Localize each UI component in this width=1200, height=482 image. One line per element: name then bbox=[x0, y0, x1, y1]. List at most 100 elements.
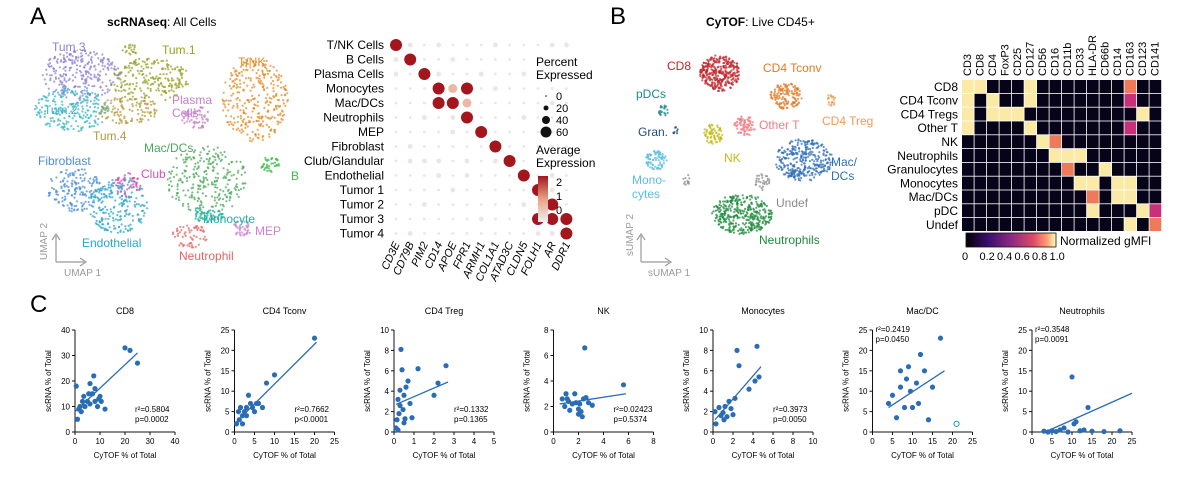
dotplot-dot bbox=[479, 232, 483, 235]
scatter-point bbox=[245, 392, 252, 398]
scatter-point bbox=[87, 380, 93, 387]
dotplot-dot bbox=[451, 174, 455, 177]
dotplot-dot bbox=[508, 101, 511, 105]
scatter-point bbox=[572, 391, 578, 397]
percent-legend-value: 40 bbox=[556, 115, 568, 127]
dotplot-dot bbox=[394, 203, 398, 206]
panel-letter-b: B bbox=[610, 3, 626, 30]
y-tick-label: 25 bbox=[859, 326, 868, 335]
x-tick-label: 2 bbox=[731, 437, 736, 446]
heatmap-row-label: NK bbox=[941, 135, 958, 149]
dotplot-dot bbox=[422, 158, 427, 164]
dotplot-dot bbox=[479, 145, 483, 148]
x-tick-label: 0 bbox=[551, 437, 556, 446]
stats-p-value: p=0.0002 bbox=[135, 415, 169, 424]
heatmap-cell bbox=[1087, 107, 1099, 121]
dotplot-dot bbox=[489, 140, 502, 153]
cluster-points-12-0 bbox=[194, 206, 225, 224]
heatmap-cell bbox=[1074, 121, 1087, 135]
heatmap-cell bbox=[987, 93, 999, 107]
cluster-label-3: Tum.2 bbox=[44, 103, 78, 117]
dotplot-dot bbox=[479, 116, 483, 119]
cluster-label-10: MEP bbox=[255, 224, 281, 238]
dotplot-row-label: Club/Glandular bbox=[304, 154, 384, 168]
dotplot-dot bbox=[394, 174, 398, 177]
scatter-point bbox=[402, 416, 408, 422]
heatmap-cell bbox=[1137, 204, 1149, 218]
dotplot-dot bbox=[493, 158, 498, 164]
scatter-chart-2: CD4 Treg 0 1 2 3 4 5 0 2 4 6 8 10 CyTOF % of Total scR… bbox=[363, 306, 497, 460]
y-tick-label: 0 bbox=[66, 428, 71, 437]
scatter-point bbox=[746, 386, 752, 392]
scatter-title: Neutrophils bbox=[1059, 306, 1105, 316]
dotplot-dot bbox=[475, 126, 488, 138]
heatmap-cell bbox=[999, 80, 1012, 93]
dotplot-row-label: Fibroblast bbox=[331, 140, 384, 154]
cluster-label-13: Neutrophil bbox=[179, 249, 234, 263]
scatter-point bbox=[235, 409, 242, 415]
heatmap-cell bbox=[1062, 218, 1074, 231]
stats-r-squared: r²=0.1332 bbox=[454, 405, 489, 414]
dotplot-dot bbox=[423, 43, 426, 47]
heatmap-cell bbox=[974, 190, 987, 204]
dotplot-dot bbox=[565, 116, 568, 119]
heatmap-cell bbox=[1024, 107, 1037, 121]
umap-b-x-label: sUMAP 1 bbox=[648, 268, 690, 279]
heatmap-cell bbox=[1112, 107, 1124, 121]
cluster-label-4: Plasma Cells bbox=[172, 93, 212, 120]
x-axis-label: CyTOF % of Total bbox=[413, 451, 476, 460]
dotplot-dot bbox=[437, 116, 440, 119]
x-axis-label: CyTOF % of Total bbox=[891, 451, 954, 460]
dotplot-dot bbox=[394, 87, 398, 90]
x-tick-label: 0 bbox=[1030, 437, 1035, 446]
x-tick-label: 15 bbox=[290, 437, 299, 446]
heatmap-cell bbox=[987, 121, 999, 135]
dotplot-dot bbox=[503, 155, 516, 167]
percent-legend-dot bbox=[543, 105, 549, 111]
mfi-legend-tick: 0.4 bbox=[997, 251, 1012, 263]
regression-line bbox=[888, 370, 945, 409]
heatmap-cell bbox=[1074, 162, 1087, 176]
cluster-points-1-1 bbox=[110, 57, 190, 103]
heatmap-cell bbox=[1149, 176, 1162, 190]
heatmap-cell bbox=[974, 149, 987, 162]
scatter-point bbox=[925, 417, 932, 423]
scatter-point bbox=[77, 403, 83, 410]
scatter-point bbox=[1041, 428, 1047, 434]
dotplot-dot bbox=[550, 116, 554, 119]
heatmap-cell bbox=[1124, 149, 1137, 162]
dotplot-dot bbox=[408, 72, 412, 76]
dotplot-dot bbox=[437, 232, 440, 235]
y-tick-label: 0 bbox=[225, 428, 230, 437]
panel-a-title: scRNAseq: All Cells bbox=[107, 15, 216, 29]
heatmap-cell bbox=[1149, 218, 1162, 231]
scatter-point bbox=[901, 404, 908, 411]
heatmap-cell bbox=[962, 190, 974, 204]
scatter-point bbox=[398, 346, 404, 352]
scatter-point bbox=[82, 403, 88, 410]
cluster-label-6: Mac/DCs bbox=[144, 141, 193, 155]
heatmap-cell bbox=[1087, 149, 1099, 162]
heatmap-cell bbox=[987, 204, 999, 218]
scatter-point bbox=[443, 363, 449, 369]
scatter-point bbox=[400, 406, 406, 413]
heatmap-cell bbox=[1124, 176, 1137, 190]
dotplot-dot bbox=[465, 203, 469, 206]
scatter-point bbox=[435, 380, 441, 386]
heatmap-cell bbox=[1124, 121, 1137, 135]
heatmap-cell bbox=[1037, 176, 1049, 190]
dotplot-dot bbox=[565, 87, 568, 90]
heatmap-cell bbox=[1099, 149, 1112, 162]
scatter-point bbox=[726, 398, 732, 404]
heatmap-cell bbox=[999, 121, 1012, 135]
cluster-points-11-0 bbox=[88, 177, 149, 234]
expression-legend-title: Average Expression bbox=[536, 143, 595, 170]
dotplot-dot bbox=[565, 174, 568, 177]
heatmap-cell bbox=[1037, 218, 1049, 231]
scatter-point bbox=[247, 400, 254, 407]
cytof-cluster-points-9-0 bbox=[754, 173, 771, 191]
heatmap-column-label: HLA-DR bbox=[1087, 35, 1099, 76]
scatter-point bbox=[415, 366, 421, 372]
